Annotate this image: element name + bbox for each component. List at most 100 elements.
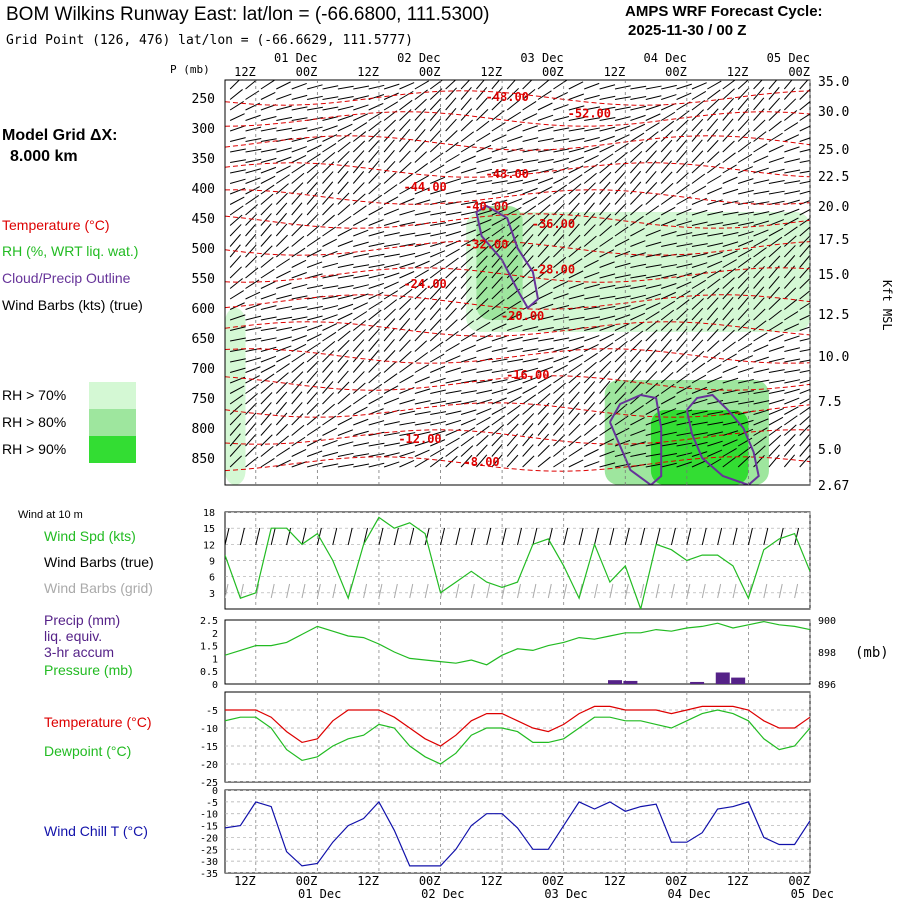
wind-barb-1231	[460, 418, 477, 426]
wind-barb-369	[645, 171, 657, 184]
wind-barb-756	[753, 276, 765, 289]
wind-barb-930	[507, 336, 523, 342]
wind-barb-702	[506, 265, 519, 279]
windchill-tick-label: -30	[200, 857, 218, 868]
wind-barb-370	[660, 171, 673, 184]
wind-barb-803	[307, 305, 323, 310]
isotherm-7	[225, 267, 810, 283]
wind-barb-558	[630, 228, 645, 237]
wind-barb-1262	[353, 430, 369, 436]
wind-barb-39	[245, 90, 260, 100]
wind-barb-1046	[537, 366, 554, 373]
wind-barb-743	[553, 281, 569, 289]
wind-barb-117	[276, 116, 293, 121]
wind-barb-1316	[599, 438, 615, 447]
windchill-panel-border	[224, 789, 811, 874]
wind-barb-386	[322, 181, 334, 195]
wind-barb-1149	[368, 396, 384, 405]
wind-barb-926	[445, 330, 459, 342]
wind-barb-520	[630, 215, 644, 226]
wind-barb-240	[414, 139, 427, 153]
wind-barb-429	[399, 197, 415, 205]
wind-barb-796	[783, 287, 797, 300]
wind-barb-500	[322, 214, 335, 226]
wind-barb-691	[337, 274, 354, 279]
wind-barb-351	[368, 171, 381, 184]
wind-barb-595	[614, 238, 630, 247]
wind-barb-383	[275, 183, 289, 195]
wind-barb-118	[291, 117, 308, 121]
wind-barb-109	[737, 97, 749, 111]
wind-barb-782	[568, 294, 585, 300]
wind-barb-267	[245, 158, 262, 163]
wind-barb-173	[553, 127, 570, 132]
wind-barb-487	[707, 211, 724, 216]
time-label-top: 12Z	[234, 65, 256, 79]
wind-barb-732	[383, 281, 399, 289]
wind-barb-1060	[753, 368, 770, 373]
wind-barb-815	[491, 299, 505, 310]
wind-barb-832	[753, 297, 765, 310]
model-grid-title: Model Grid ΔX:	[2, 127, 118, 144]
wind-barb-364	[568, 174, 583, 184]
surface-barb-true-7	[332, 527, 338, 546]
wind-barb-1142	[260, 392, 273, 405]
wind-barb-175	[584, 127, 601, 132]
wind-barb-723	[245, 279, 260, 289]
wind-barb-379	[799, 180, 810, 184]
wind-barb-1021	[737, 355, 754, 363]
wind-barb-1336	[322, 451, 339, 457]
wind-barb-1020	[722, 353, 737, 363]
wind-barb-1000	[414, 352, 429, 363]
wind-barb-1106	[291, 381, 303, 394]
wind-barb-43	[307, 95, 323, 100]
wind-barb-538	[322, 226, 337, 237]
isotherm-14	[225, 456, 810, 472]
wind-barb-540	[353, 229, 369, 237]
wind-barb-884	[383, 318, 396, 331]
wind-barb-598	[661, 242, 677, 247]
wind-barb-272	[322, 152, 336, 163]
wind-barb-213	[584, 137, 600, 142]
wind-barb-12	[414, 80, 429, 90]
wind-barb-589	[522, 234, 534, 247]
wind-barb-380	[229, 187, 246, 195]
wind-barb-1146	[322, 392, 335, 405]
legend-rh80-label: RH > 80%	[2, 414, 67, 430]
wind-barb-74	[783, 87, 796, 100]
wind-barb-1143	[275, 391, 288, 405]
wind-barb-557	[614, 226, 629, 237]
wind-barb-1403	[768, 454, 780, 468]
surface-barb-true-17	[486, 527, 492, 546]
isotherm-13	[225, 429, 810, 445]
wind-barb-744	[568, 282, 585, 289]
wind-barb-147	[737, 107, 749, 121]
wind-barb-1193	[460, 409, 477, 415]
wind-barb-1220	[291, 413, 304, 426]
wind-barb-256	[660, 139, 673, 153]
wind-barb-675	[676, 263, 693, 268]
surface-barb-true-18	[501, 527, 507, 546]
wind-barb-806	[353, 302, 368, 310]
wind-barb-141	[645, 113, 661, 121]
wind-barb-631	[583, 247, 598, 258]
cross-section-border	[224, 79, 811, 486]
wind-barb-248	[537, 148, 554, 153]
wind-barb-269	[276, 156, 292, 163]
wind-barb-1279	[614, 427, 630, 436]
wind-barb-184	[722, 118, 734, 132]
wind-barb-282	[476, 157, 492, 163]
wind-barb-501	[337, 215, 352, 226]
wind-barb-580	[383, 243, 400, 247]
wind-barb-368	[630, 170, 642, 184]
wind-barb-1006	[507, 358, 524, 363]
wind-barb-1389	[553, 457, 568, 468]
wind-barb-353	[399, 173, 413, 184]
wind-barb-668	[568, 258, 583, 268]
legend-rh90-label: RH > 90%	[2, 441, 67, 457]
wind-barb-412	[722, 188, 739, 195]
windchill-panel-plot	[225, 790, 810, 873]
wind-barb-725	[276, 282, 292, 289]
wind-barb-172	[537, 126, 554, 132]
wind-barb-116	[260, 116, 277, 121]
